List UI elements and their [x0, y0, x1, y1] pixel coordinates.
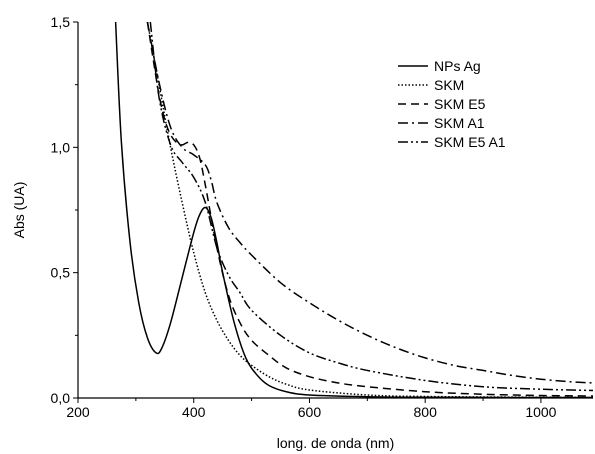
ticks-layer: 200 400 600 800 1000 0,0 0,5 1,0 1,5 [51, 14, 557, 420]
x-tick-label: 200 [66, 404, 90, 420]
axes-layer [77, 22, 593, 399]
x-tick-label: 800 [414, 404, 438, 420]
y-tick-label: 1,5 [51, 14, 71, 30]
series-line-2 [146, 22, 593, 397]
legend-label-2: SKM E5 [434, 96, 486, 112]
y-tick-label: 1,0 [51, 139, 71, 155]
x-tick-label: 1000 [525, 404, 556, 420]
series-line-4 [149, 22, 593, 392]
legend-label-0: NPs Ag [434, 58, 481, 74]
series-line-1 [146, 22, 593, 398]
legend-label-4: SKM E5 A1 [434, 134, 506, 150]
legend-label-1: SKM [434, 77, 464, 93]
x-axis-label: long. de onda (nm) [277, 435, 395, 451]
y-tick-label: 0,5 [51, 265, 71, 281]
series-line-0 [114, 22, 593, 398]
series-layer [114, 22, 593, 398]
x-tick-label: 400 [182, 404, 206, 420]
y-tick-label: 0,0 [51, 390, 71, 406]
y-axis-label: Abs (UA) [11, 182, 27, 239]
series-line-3 [146, 22, 593, 384]
x-tick-label: 600 [298, 404, 322, 420]
legend-label-3: SKM A1 [434, 115, 485, 131]
legend: NPs Ag SKM SKM E5 SKM A1 SKM E5 A1 [398, 58, 506, 150]
